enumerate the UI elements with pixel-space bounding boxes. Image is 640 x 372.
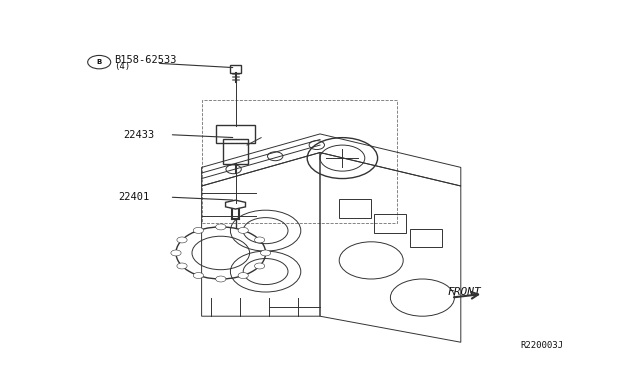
Circle shape xyxy=(216,224,226,230)
Text: 22433: 22433 xyxy=(123,130,154,140)
Circle shape xyxy=(255,237,265,243)
Text: R220003J: R220003J xyxy=(520,341,563,350)
Text: FRONT: FRONT xyxy=(448,287,482,297)
Text: B158-62533: B158-62533 xyxy=(114,55,177,64)
Circle shape xyxy=(255,263,265,269)
Circle shape xyxy=(260,250,271,256)
Text: 22401: 22401 xyxy=(118,192,150,202)
Circle shape xyxy=(171,250,181,256)
Text: (4): (4) xyxy=(114,62,130,71)
Circle shape xyxy=(193,227,204,233)
Circle shape xyxy=(177,237,187,243)
Circle shape xyxy=(216,276,226,282)
Circle shape xyxy=(238,273,248,279)
Circle shape xyxy=(177,263,187,269)
Circle shape xyxy=(238,227,248,233)
Circle shape xyxy=(193,273,204,279)
Text: B: B xyxy=(97,59,102,65)
